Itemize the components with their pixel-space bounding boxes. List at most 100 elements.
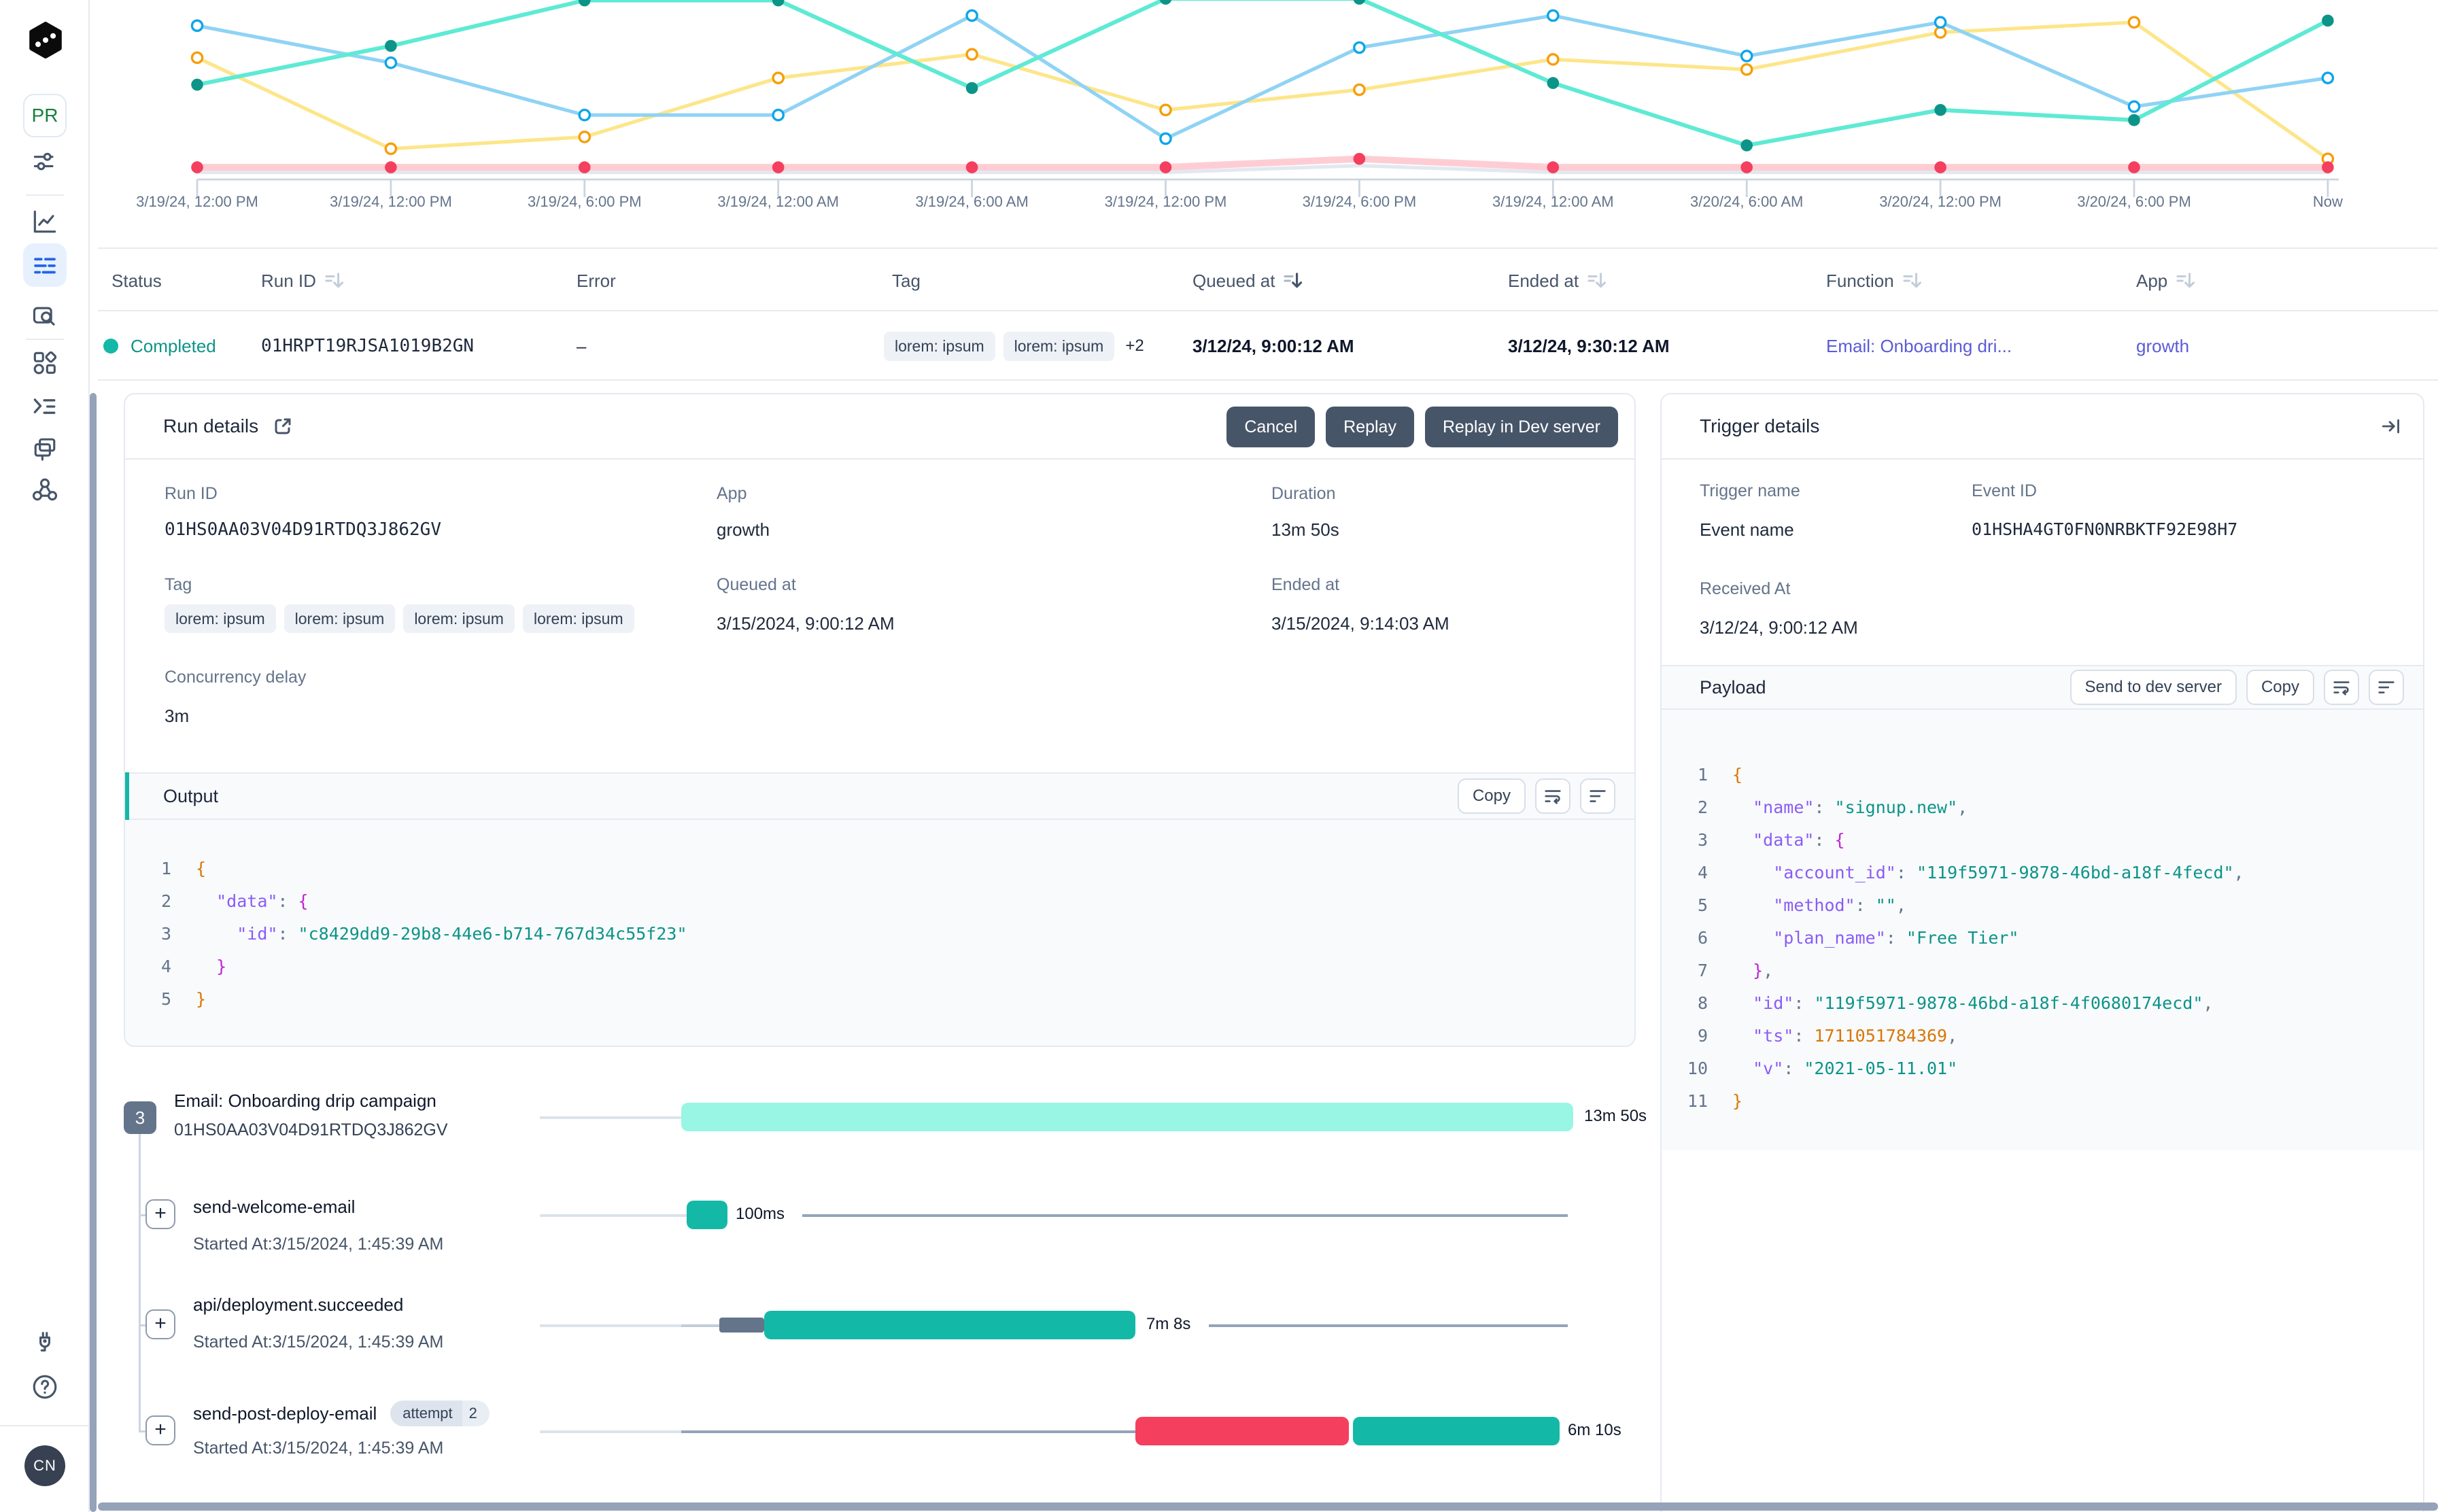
column-header-status[interactable]: Status: [111, 270, 162, 291]
word-wrap-icon[interactable]: [2324, 670, 2359, 705]
red-series-point[interactable]: [1353, 152, 1366, 165]
teal-series-point[interactable]: [772, 0, 785, 7]
column-header-ended-at[interactable]: Ended at: [1508, 249, 1607, 313]
app-link[interactable]: growth: [717, 519, 770, 540]
yellow-series-point[interactable]: [190, 51, 204, 65]
replay-in-dev-server-button[interactable]: Replay in Dev server: [1424, 407, 1618, 447]
tag-more-count[interactable]: +2: [1125, 337, 1144, 355]
yellow-series-point[interactable]: [1353, 83, 1366, 97]
blue-series-point[interactable]: [2127, 100, 2141, 114]
blue-series-point[interactable]: [1159, 132, 1172, 145]
blue-series-point[interactable]: [965, 9, 978, 22]
teal-series-point[interactable]: [1159, 0, 1172, 5]
teal-series-point[interactable]: [965, 82, 978, 94]
red-series-point[interactable]: [385, 161, 397, 173]
align-left-icon[interactable]: [1580, 778, 1615, 814]
horizontal-scrollbar[interactable]: [98, 1502, 2438, 1511]
timeline-bar-segment[interactable]: [1353, 1417, 1560, 1445]
replay-button[interactable]: Replay: [1326, 407, 1414, 447]
sidebar-item-runs-active[interactable]: [23, 243, 67, 287]
red-series-point[interactable]: [1740, 161, 1753, 173]
webhooks-icon[interactable]: [30, 475, 60, 504]
sort-icon[interactable]: [1902, 272, 1923, 290]
vertical-scrollbar[interactable]: [90, 393, 97, 1512]
red-series-point[interactable]: [965, 161, 978, 173]
red-series-point[interactable]: [1159, 161, 1172, 173]
yellow-series-point[interactable]: [1934, 26, 1947, 39]
output-copy-button[interactable]: Copy: [1457, 778, 1526, 814]
filters-icon[interactable]: [30, 147, 60, 177]
blue-series-point[interactable]: [1740, 50, 1753, 63]
expand-step-button[interactable]: +: [145, 1415, 175, 1445]
table-row[interactable]: Completed 01HRPT19RJSA1019B2GN – lorem: …: [98, 311, 2438, 381]
dev-server-icon[interactable]: [30, 1326, 60, 1356]
help-icon[interactable]: [30, 1372, 60, 1402]
yellow-series-point[interactable]: [1546, 53, 1560, 66]
red-series-point[interactable]: [1934, 161, 1946, 173]
step-title[interactable]: api/deployment.succeeded: [193, 1294, 404, 1315]
teal-series-point[interactable]: [385, 39, 397, 52]
step-title[interactable]: send-welcome-email: [193, 1197, 356, 1217]
teal-series-point[interactable]: [191, 78, 203, 91]
blue-series-point[interactable]: [2321, 71, 2335, 84]
column-header-run-id[interactable]: Run ID: [261, 249, 345, 313]
align-left-icon[interactable]: [2369, 670, 2404, 705]
yellow-series-point[interactable]: [384, 142, 398, 156]
blue-series-point[interactable]: [190, 19, 204, 33]
send-to-dev-server-button[interactable]: Send to dev server: [2070, 670, 2237, 705]
sort-icon[interactable]: [324, 272, 345, 290]
teal-series-point[interactable]: [1740, 139, 1753, 152]
events-icon[interactable]: [30, 434, 60, 464]
environment-badge[interactable]: PR: [23, 94, 67, 137]
yellow-series-point[interactable]: [965, 48, 978, 61]
timeline-bar-segment[interactable]: [1135, 1417, 1349, 1445]
teal-series-point[interactable]: [579, 0, 591, 7]
blue-series-point[interactable]: [578, 108, 591, 122]
payload-copy-button[interactable]: Copy: [2246, 670, 2314, 705]
blue-series-point[interactable]: [772, 108, 785, 122]
cancel-button[interactable]: Cancel: [1226, 407, 1316, 447]
column-header-app[interactable]: App: [2136, 249, 2196, 313]
blue-series-point[interactable]: [384, 56, 398, 69]
red-series-point[interactable]: [2128, 161, 2140, 173]
red-series-point[interactable]: [191, 161, 203, 173]
external-link-icon[interactable]: [272, 415, 294, 437]
red-series-point[interactable]: [1547, 161, 1560, 173]
yellow-series-point[interactable]: [578, 131, 591, 143]
column-header-queued-at[interactable]: Queued at: [1192, 249, 1303, 313]
teal-series-point[interactable]: [2128, 114, 2140, 126]
event-search-icon[interactable]: [30, 302, 60, 332]
timeline-bar-segment[interactable]: [764, 1311, 1135, 1339]
blue-series-point[interactable]: [1353, 41, 1366, 54]
teal-series-point[interactable]: [1547, 77, 1560, 89]
yellow-series-point[interactable]: [1159, 103, 1172, 117]
blue-series-point[interactable]: [1546, 9, 1560, 22]
sort-icon[interactable]: [2176, 272, 2196, 290]
word-wrap-icon[interactable]: [1535, 778, 1570, 814]
red-series-point[interactable]: [772, 161, 785, 173]
sort-icon[interactable]: [1587, 272, 1607, 290]
timeline-bar-segment[interactable]: [719, 1318, 764, 1333]
teal-series-point[interactable]: [1353, 0, 1366, 5]
sort-icon-active[interactable]: [1283, 272, 1303, 290]
expand-step-button[interactable]: +: [145, 1309, 175, 1339]
inngest-logo[interactable]: [26, 20, 65, 60]
column-header-function[interactable]: Function: [1826, 249, 1923, 313]
column-header-tag[interactable]: Tag: [892, 270, 921, 291]
app-link[interactable]: growth: [2136, 335, 2190, 356]
apps-icon[interactable]: [30, 348, 60, 378]
red-series-point[interactable]: [579, 161, 591, 173]
function-title[interactable]: Email: Onboarding drip campaign: [174, 1090, 436, 1111]
timeline-bar-segment[interactable]: [687, 1201, 727, 1229]
expand-step-button[interactable]: +: [145, 1199, 175, 1229]
teal-series-point[interactable]: [2322, 14, 2334, 27]
functions-icon[interactable]: [30, 392, 60, 422]
user-avatar[interactable]: CN: [24, 1445, 65, 1486]
metrics-icon[interactable]: [30, 207, 60, 237]
yellow-series-point[interactable]: [772, 71, 785, 84]
timeline-bar-segment[interactable]: [681, 1103, 1573, 1131]
teal-series-point[interactable]: [1934, 103, 1946, 116]
function-link[interactable]: Email: Onboarding dri...: [1826, 335, 2012, 356]
step-title[interactable]: send-post-deploy-email attempt 2: [193, 1401, 490, 1426]
yellow-series-point[interactable]: [2127, 16, 2141, 29]
